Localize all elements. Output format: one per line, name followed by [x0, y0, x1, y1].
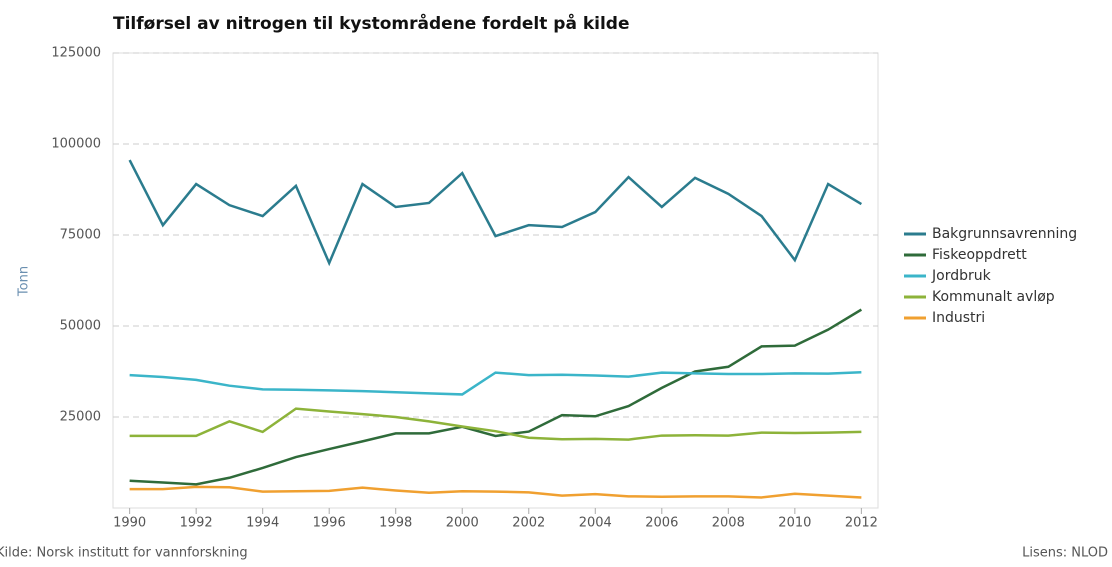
y-tick-label: 100000: [51, 137, 101, 152]
series-line: [129, 370, 862, 396]
x-tick-label: 1990: [113, 516, 146, 531]
y-tick-label: 25000: [60, 410, 101, 425]
y-tick-label: 75000: [60, 228, 101, 243]
x-tick-label: 2010: [778, 516, 811, 531]
x-tick-label: 2008: [712, 516, 745, 531]
source: Kilde: Norsk institutt for vannforskning: [0, 546, 248, 561]
y-tick-label: 125000: [51, 46, 101, 61]
legend-label: Bakgrunnsavrenning: [932, 226, 1077, 242]
legend-label: Fiskeoppdrett: [932, 247, 1027, 263]
legend-label: Jordbruk: [931, 268, 992, 284]
x-tick-label: 2012: [845, 516, 878, 531]
y-axis-label: Tonn: [17, 266, 32, 297]
x-tick-label: 1996: [313, 516, 346, 531]
series-line: [129, 407, 862, 441]
y-tick-label: 50000: [60, 319, 101, 334]
legend-label: Industri: [932, 310, 985, 326]
x-tick-label: 1994: [246, 516, 279, 531]
legend-label: Kommunalt avløp: [932, 289, 1055, 305]
x-tick-label: 1998: [379, 516, 412, 531]
license: Lisens: NLOD: [1022, 546, 1108, 561]
chart-title: Tilførsel av nitrogen til kystområdene f…: [113, 12, 630, 34]
series-line: [128, 159, 863, 267]
x-tick-label: 2006: [645, 516, 678, 531]
x-tick-label: 2004: [579, 516, 612, 531]
series-line: [129, 308, 863, 486]
x-tick-label: 1992: [180, 516, 213, 531]
series-line: [129, 485, 862, 499]
x-tick-label: 2002: [512, 516, 545, 531]
x-tick-label: 2000: [446, 516, 479, 531]
plot-frame: [112, 52, 879, 509]
